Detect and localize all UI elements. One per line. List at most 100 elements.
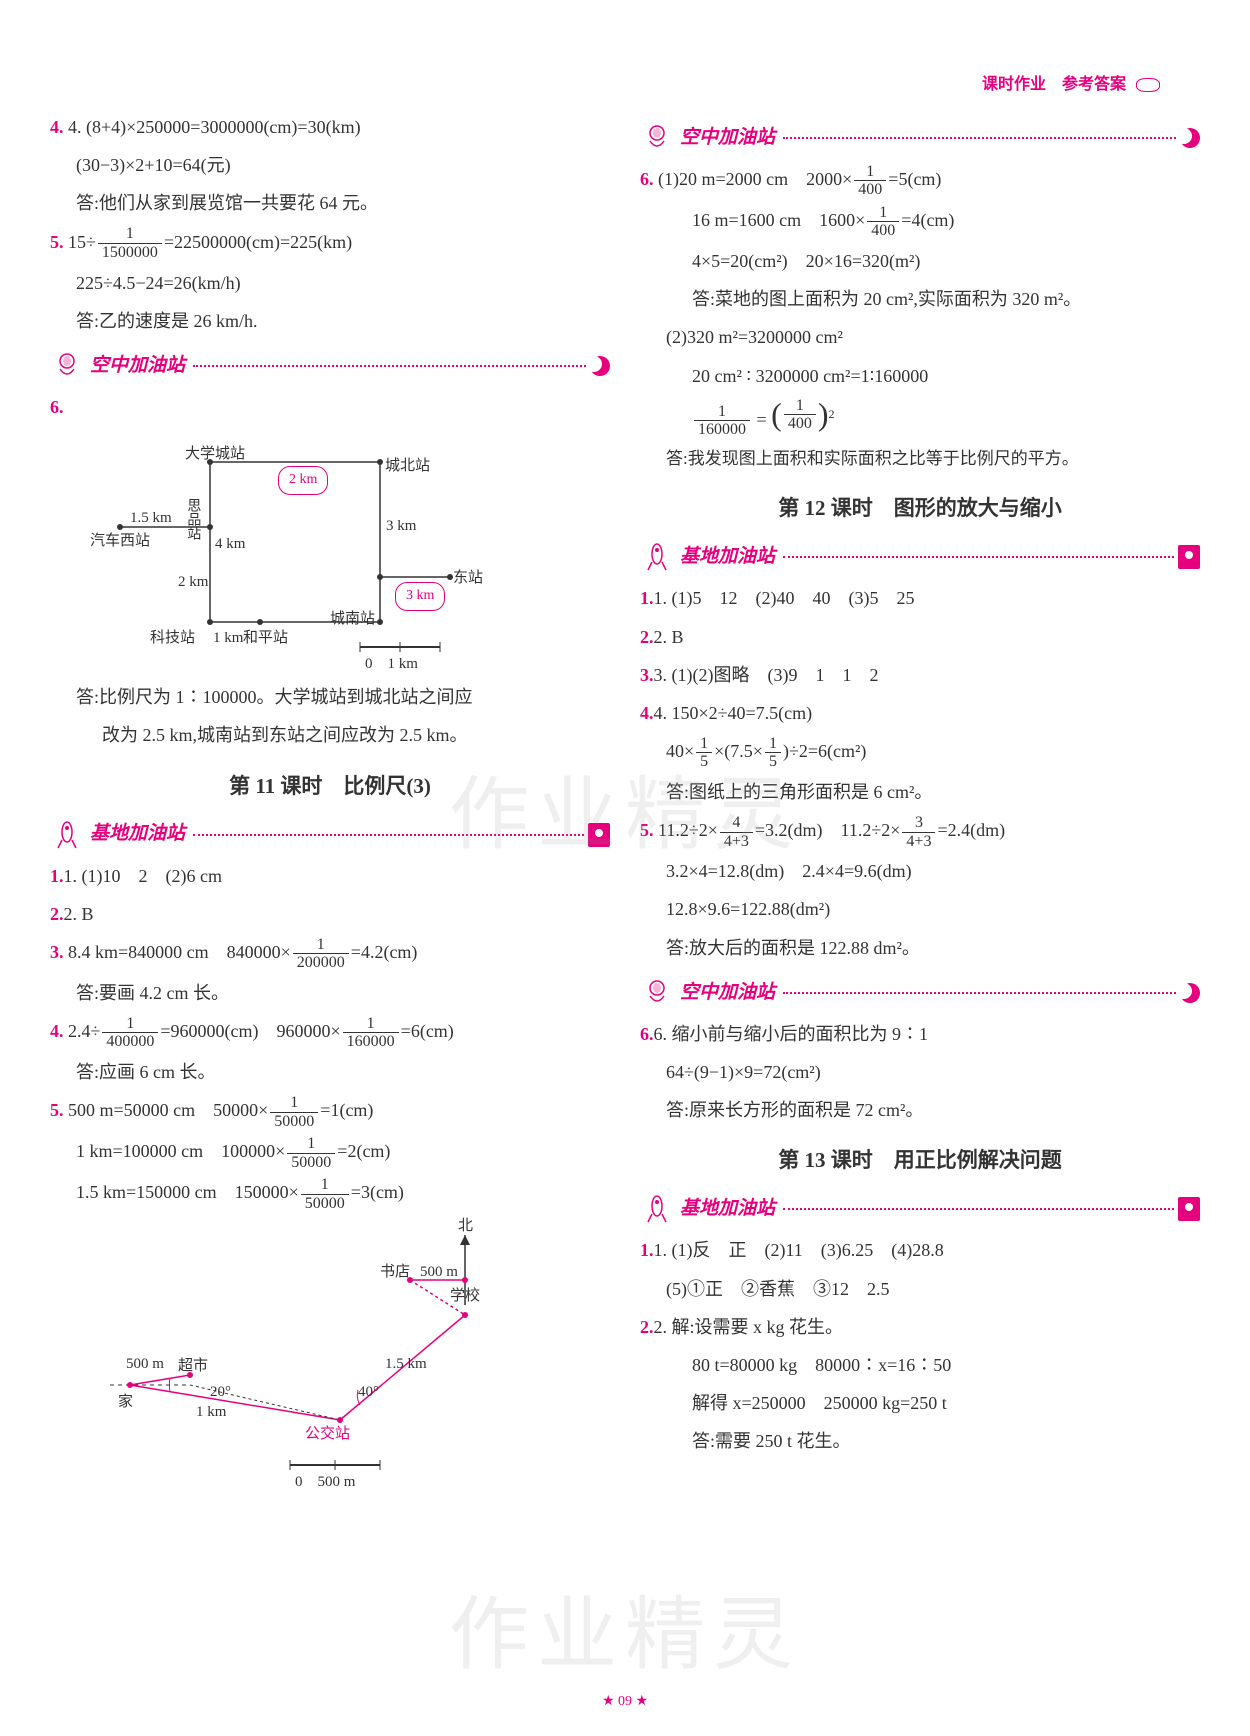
label-bookstore: 书店 — [380, 1258, 410, 1287]
label-sipin: 思品站 — [185, 498, 200, 540]
l13-q2-l3: 解得 x=250000 250000 kg=250 t — [640, 1386, 1200, 1420]
label-15km: 1.5 km — [130, 504, 172, 533]
lesson-12-title: 第 12 课时 图形的放大与缩小 — [640, 489, 1200, 529]
label-dong: 东站 — [453, 564, 483, 593]
q6-answer-1: 答:比例尺为 1∶100000。大学城站到城北站之间应 — [50, 680, 610, 714]
label-15km-b: 1.5 km — [385, 1350, 427, 1379]
banner-base-station-r2: 基地加油站 — [640, 539, 1200, 575]
l11-q3-expr: 8.4 km=840000 cm 840000×1200000=4.2(cm) — [68, 942, 417, 962]
paren-frac: ( 1400 )2 — [771, 397, 834, 433]
banner-text-r4: 基地加油站 — [680, 1191, 775, 1227]
l12-q4-ans: 答:图纸上的三角形面积是 6 cm²。 — [640, 775, 1200, 809]
banner-base-station-1: 基地加油站 — [50, 816, 610, 852]
l13-q1-text1: 1. (1)反 正 (2)11 (3)6.25 (4)28.8 — [654, 1240, 944, 1260]
rocket-icon-r4 — [640, 1192, 674, 1226]
eq-sign: = — [757, 409, 767, 429]
compass-svg — [110, 1220, 550, 1500]
label-north: 北 — [458, 1212, 473, 1241]
moon-icon-r1 — [1180, 128, 1200, 148]
q4-num: 4. — [50, 117, 64, 137]
l11-q4-ans: 答:应画 6 cm 长。 — [50, 1055, 610, 1089]
l12-q3: 3.3. (1)(2)图略 (3)9 1 1 2 — [640, 658, 1200, 692]
label-busstop: 公交站 — [305, 1420, 350, 1449]
q5-num: 5. — [50, 232, 64, 252]
l12-q4-expr: 40×15×(7.5×15)÷2=6(cm²) — [666, 741, 866, 761]
problem-6: 6. — [50, 390, 610, 424]
q6-num: 6. — [50, 397, 64, 417]
page-number: ★ 09 ★ — [602, 1689, 648, 1716]
lesson-11-title: 第 11 课时 比例尺(3) — [50, 767, 610, 807]
label-3km: 3 km — [386, 512, 416, 541]
r-q6b-text1: 6. 缩小前与缩小后的面积比为 9∶1 — [654, 1024, 929, 1044]
label-scale-b: 0 500 m — [295, 1468, 355, 1497]
q4-answer: 答:他们从家到展览馆一共要花 64 元。 — [50, 186, 610, 220]
l13-q2-l2: 80 t=80000 kg 80000∶x=16∶50 — [640, 1348, 1200, 1382]
banner-dots — [193, 365, 586, 367]
left-column: 4. 4. (8+4)×250000=3000000(cm)=30(km) (3… — [50, 110, 610, 1508]
page-number-text: 09 — [618, 1694, 632, 1709]
l12-q4-l1: 4.4. 150×2÷40=7.5(cm) — [640, 696, 1200, 730]
l12-q1-text: 1. (1)5 12 (2)40 40 (3)5 25 — [654, 588, 915, 608]
label-keji: 科技站 — [150, 624, 195, 653]
l12-q5-l2: 3.2×4=12.8(dm) 2.4×4=9.6(dm) — [640, 854, 1200, 888]
problem-5: 5. 15÷11500000=22500000(cm)=225(km) — [50, 225, 610, 262]
planet-icon — [1136, 78, 1160, 92]
banner-text-r3: 空中加油站 — [680, 975, 775, 1011]
label-4km: 4 km — [215, 530, 245, 559]
q5-expr: 15÷11500000=22500000(cm)=225(km) — [68, 232, 352, 252]
r-q6-l3: 4×5=20(cm²) 20×16=320(m²) — [640, 244, 1200, 278]
l11-q3: 3. 8.4 km=840000 cm 840000×1200000=4.2(c… — [50, 935, 610, 972]
q5-line2: 225÷4.5−24=26(km/h) — [50, 266, 610, 300]
banner-base-station-r4: 基地加油站 — [640, 1191, 1200, 1227]
right-column: 空中加油站 6. (1)20 m=2000 cm 2000×1400=5(cm)… — [640, 110, 1200, 1508]
r-q6-l6: 20 cm² ∶ 3200000 cm²=1∶160000 — [640, 359, 1200, 393]
banner-air-station-1: 空中加油站 — [50, 348, 610, 384]
l12-q1: 1.1. (1)5 12 (2)40 40 (3)5 25 — [640, 581, 1200, 615]
l13-q2-l1: 2.2. 解:设需要 x kg 花生。 — [640, 1310, 1200, 1344]
banner-air-station-r3: 空中加油站 — [640, 975, 1200, 1011]
lamp-icon-r2 — [1178, 545, 1200, 569]
moon-icon-r3 — [1180, 983, 1200, 1003]
rocket-icon — [50, 818, 84, 852]
problem-4: 4. 4. (8+4)×250000=3000000(cm)=30(km) — [50, 110, 610, 144]
lesson-13-title: 第 13 课时 用正比例解决问题 — [640, 1141, 1200, 1181]
label-chengbei: 城北站 — [385, 452, 430, 481]
l11-q5-expr1: 500 m=50000 cm 50000×150000=1(cm) — [68, 1100, 373, 1120]
compass-diagram: 北 书店 500 m 学校 1.5 km 40° 公交站 超市 500 m 家 … — [110, 1220, 550, 1500]
label-daxue: 大学城站 — [185, 440, 245, 469]
label-market: 超市 — [178, 1352, 208, 1381]
r-q6-l4: 答:菜地的图上面积为 20 cm²,实际面积为 320 m²。 — [640, 282, 1200, 316]
l12-q4-text1: 4. 150×2÷40=7.5(cm) — [654, 703, 813, 723]
l11-q1-text: 1. (1)10 2 (2)6 cm — [64, 866, 222, 886]
banner-dots-r3 — [783, 992, 1176, 994]
l11-q4-expr: 2.4÷1400000=960000(cm) 960000×1160000=6(… — [68, 1021, 454, 1041]
banner-air-station-r1: 空中加油站 — [640, 120, 1200, 156]
astronaut-icon-r3 — [640, 976, 674, 1010]
banner-dots-2 — [193, 834, 584, 836]
l13-q2-l4: 答:需要 250 t 花生。 — [640, 1424, 1200, 1458]
banner-text-2: 基地加油站 — [90, 816, 185, 852]
banner-dots-r1 — [783, 137, 1176, 139]
two-columns: 4. 4. (8+4)×250000=3000000(cm)=30(km) (3… — [50, 110, 1200, 1508]
label-20deg: 20° — [210, 1378, 231, 1407]
banner-text-r2: 基地加油站 — [680, 539, 775, 575]
label-school: 学校 — [450, 1282, 480, 1311]
label-2km-b: 2 km — [178, 568, 208, 597]
r-q6-l5: (2)320 m²=3200000 cm² — [640, 320, 1200, 354]
label-chengnan: 城南站 — [330, 605, 375, 634]
r-q6b-l3: 答:原来长方形的面积是 72 cm²。 — [640, 1093, 1200, 1127]
l13-q1-l1: 1.1. (1)反 正 (2)11 (3)6.25 (4)28.8 — [640, 1233, 1200, 1267]
q4-line1: 4. (8+4)×250000=3000000(cm)=30(km) — [68, 117, 361, 137]
r-q6-l8: 答:我发现图上面积和实际面积之比等于比例尺的平方。 — [640, 443, 1200, 475]
l12-q5-expr: 11.2÷2×44+3=3.2(dm) 11.2÷2×34+3=2.4(dm) — [658, 820, 1005, 840]
astronaut-icon-r1 — [640, 121, 674, 155]
header-label: 课时作业 参考答案 — [982, 70, 1160, 100]
l11-q2-text: 2. B — [64, 904, 94, 924]
banner-dots-r4 — [783, 1208, 1174, 1210]
r-q6-expr1: (1)20 m=2000 cm 2000×1400=5(cm) — [658, 169, 941, 189]
label-2km: 2 km — [278, 466, 328, 495]
banner-text-r1: 空中加油站 — [680, 120, 775, 156]
l11-q5-expr3: 1.5 km=150000 cm 150000×150000=3(cm) — [76, 1182, 404, 1202]
rocket-icon-r2 — [640, 540, 674, 574]
l12-q4-l2: 40×15×(7.5×15)÷2=6(cm²) — [640, 734, 1200, 771]
